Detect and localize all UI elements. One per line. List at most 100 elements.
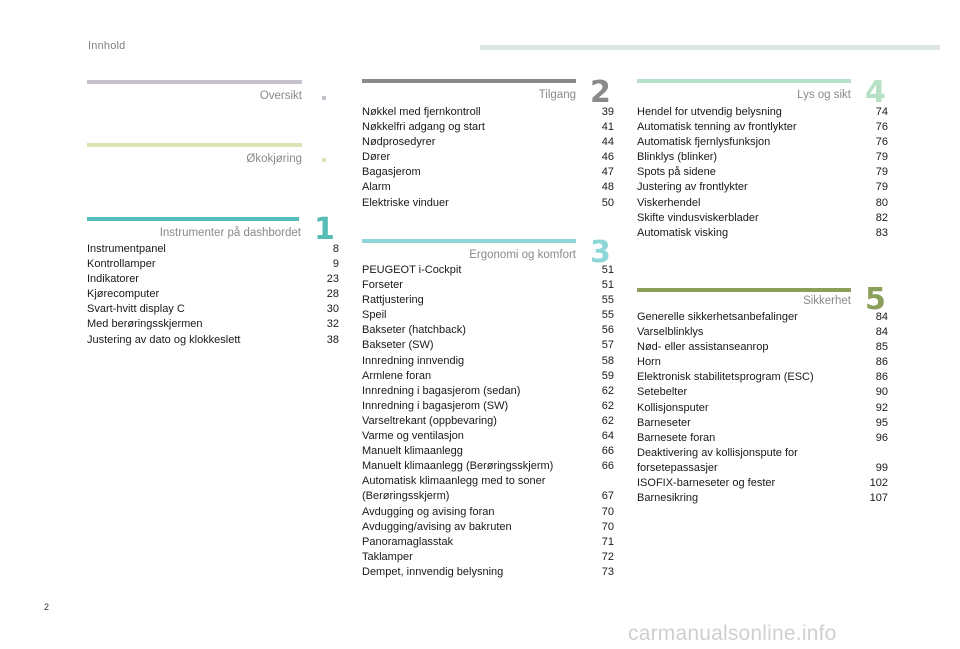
- toc-entry[interactable]: Barneseter 95: [637, 416, 888, 431]
- header-rule: [480, 45, 940, 50]
- toc-entry[interactable]: Dører 46: [362, 150, 614, 165]
- toc-entry[interactable]: Kollisjonsputer 92: [637, 401, 888, 416]
- toc-entry[interactable]: Med berøringsskjermen 32: [87, 317, 339, 332]
- toc-entry[interactable]: Elektronisk stabilitetsprogram (ESC) 86: [637, 370, 888, 385]
- toc-entry[interactable]: Svart-hvitt display C 30: [87, 302, 339, 317]
- toc-entry[interactable]: Setebelter 90: [637, 385, 888, 400]
- section-sikkerhet: Sikkerhet 5 Generelle sikkerhetsanbefali…: [637, 285, 888, 513]
- section-number: 2: [590, 75, 611, 110]
- toc-entry[interactable]: Justering av frontlykter 79: [637, 180, 888, 195]
- toc-entry[interactable]: PEUGEOT i-Cockpit 51: [362, 263, 614, 278]
- toc-entry-page: 67: [601, 490, 614, 503]
- toc-entry[interactable]: Alarm 48: [362, 180, 614, 195]
- toc-entry[interactable]: Kontrollamper 9: [87, 257, 339, 272]
- toc-entry[interactable]: Horn 86: [637, 355, 888, 370]
- toc-entry[interactable]: Armlene foran 59: [362, 369, 614, 384]
- toc-entry[interactable]: Blinklys (blinker) 79: [637, 150, 888, 165]
- toc-entry[interactable]: Manuelt klimaanlegg 66: [362, 444, 614, 459]
- toc-entry-page: 73: [601, 565, 614, 578]
- toc-entry[interactable]: ISOFIX-barneseter og fester 102: [637, 476, 888, 491]
- toc-entry[interactable]: Forseter 51: [362, 278, 614, 293]
- toc-entry[interactable]: Taklamper 72: [362, 550, 614, 565]
- toc-entry-title: Blinklys (blinker): [637, 151, 718, 164]
- toc-entry[interactable]: Nøkkel med fjernkontroll 39: [362, 105, 614, 120]
- toc-entry[interactable]: Innredning i bagasjerom (sedan) 62: [362, 384, 614, 399]
- toc-entry-title: Taklamper: [362, 550, 413, 563]
- toc-entry-page: 48: [601, 181, 614, 194]
- toc-entry[interactable]: Automatisk tenning av frontlykter 76: [637, 120, 888, 135]
- toc-entry-page: 62: [601, 384, 614, 397]
- toc-entry[interactable]: Spots på sidene 79: [637, 165, 888, 180]
- toc-entry[interactable]: Varseltrekant (oppbevaring) 62: [362, 414, 614, 429]
- section-tilgang: Tilgang 2 Nøkkel med fjernkontroll 39 Nøkk…: [362, 75, 614, 214]
- toc-entry[interactable]: Automatisk fjernlysfunksjon 76: [637, 135, 888, 150]
- toc-entry-title: Panoramaglasstak: [362, 535, 454, 548]
- section-okokjoring: Økokjøring: [87, 143, 302, 173]
- toc-entry-page: 62: [601, 414, 614, 427]
- toc-entry-page: 70: [601, 520, 614, 533]
- section-title: Instrumenter på dashbordet: [159, 227, 301, 239]
- toc-entry[interactable]: Manuelt klimaanlegg (Berøringsskjerm) 66: [362, 459, 614, 474]
- toc-entry[interactable]: Speil 55: [362, 308, 614, 323]
- section-bar: [637, 288, 851, 292]
- toc-entry[interactable]: Bagasjerom 47: [362, 165, 614, 180]
- toc-entry[interactable]: Varme og ventilasjon 64: [362, 429, 614, 444]
- section-title: Økokjøring: [246, 153, 302, 165]
- toc-entry[interactable]: Bakseter (hatchback) 56: [362, 323, 614, 338]
- toc-entry-page: 70: [601, 505, 614, 518]
- toc-entry[interactable]: Kjørecomputer 28: [87, 287, 339, 302]
- toc-entry-page: 55: [601, 294, 614, 307]
- toc-entry-title: Innredning i bagasjerom (sedan): [362, 384, 521, 397]
- toc-entry[interactable]: Hendel for utvendig belysning 74: [637, 105, 888, 120]
- section-title: Tilgang: [538, 89, 576, 101]
- toc-entry-title: Skifte vindusviskerblader: [637, 211, 759, 224]
- toc-entry-page: 79: [875, 151, 888, 164]
- toc-entry[interactable]: Viskerhendel 80: [637, 196, 888, 211]
- toc-entry[interactable]: Bakseter (SW) 57: [362, 338, 614, 353]
- toc-entry-page: 46: [601, 151, 614, 164]
- toc-entry-title: Setebelter: [637, 386, 688, 399]
- toc-entry[interactable]: Instrumentpanel 8: [87, 242, 339, 257]
- toc-entry-title: Generelle sikkerhetsanbefalinger: [637, 311, 798, 323]
- toc-entry-page: 71: [601, 535, 614, 548]
- toc-entry[interactable]: Nød- eller assistanseanrop 85: [637, 340, 888, 355]
- toc-entry[interactable]: Elektriske vinduer 50: [362, 196, 614, 211]
- toc-entry-title: Innredning innvendig: [362, 354, 465, 367]
- toc-entry-title: Varselblinklys: [637, 326, 704, 339]
- toc-entry[interactable]: Barnesikring 107: [637, 491, 888, 506]
- toc-entry[interactable]: Innredning i bagasjerom (SW) 62: [362, 399, 614, 414]
- toc-entry-title: Justering av frontlykter: [637, 181, 748, 194]
- toc-entry[interactable]: Indikatorer 23: [87, 272, 339, 287]
- toc-entry[interactable]: Nøkkelfri adgang og start 41: [362, 120, 614, 135]
- toc-entry-page: 95: [875, 416, 888, 429]
- toc-entry-page: 86: [875, 371, 888, 384]
- toc-entry[interactable]: Generelle sikkerhetsanbefalinger 84: [637, 310, 888, 325]
- section-number: 1: [314, 212, 335, 247]
- toc-entry-page: 44: [601, 136, 614, 149]
- toc-entry[interactable]: Avdugging og avising foran 70: [362, 505, 614, 520]
- toc-entry[interactable]: Skifte vindusviskerblader 82: [637, 211, 888, 226]
- toc-entry-title: Elektronisk stabilitetsprogram (ESC): [637, 371, 814, 384]
- toc-entry[interactable]: Panoramaglasstak 71: [362, 535, 614, 550]
- toc-entry-page: 58: [601, 354, 614, 367]
- toc-entry[interactable]: Dempet, innvendig belysning 73: [362, 565, 614, 580]
- toc-entry[interactable]: Varselblinklys 84: [637, 325, 888, 340]
- toc-entry[interactable]: Rattjustering 55: [362, 293, 614, 308]
- page-header-title: Innhold: [88, 40, 126, 52]
- toc-entry-page: 56: [601, 324, 614, 337]
- toc-entry[interactable]: Automatisk visking 83: [637, 226, 888, 241]
- toc-entry-page: 51: [601, 264, 614, 276]
- toc-entry[interactable]: Justering av dato og klokkeslett 38: [87, 333, 339, 348]
- toc-entry-page: 90: [875, 386, 888, 399]
- toc-entry[interactable]: Deaktivering av kollisjonspute for forse…: [637, 446, 888, 476]
- toc-entry[interactable]: Automatisk klimaanlegg med to soner (Ber…: [362, 474, 614, 504]
- toc-entry[interactable]: Innredning innvendig 58: [362, 354, 614, 369]
- section-bar: [362, 79, 576, 83]
- toc-entry[interactable]: Barnesete foran 96: [637, 431, 888, 446]
- toc-entry[interactable]: Nødprosedyrer 44: [362, 135, 614, 150]
- toc-entry-page: 59: [601, 369, 614, 382]
- section-marker-dot: [322, 158, 326, 162]
- toc-entry-page: 39: [601, 106, 614, 118]
- toc-entry-page: 41: [601, 121, 614, 134]
- toc-entry[interactable]: Avdugging/avising av bakruten 70: [362, 520, 614, 535]
